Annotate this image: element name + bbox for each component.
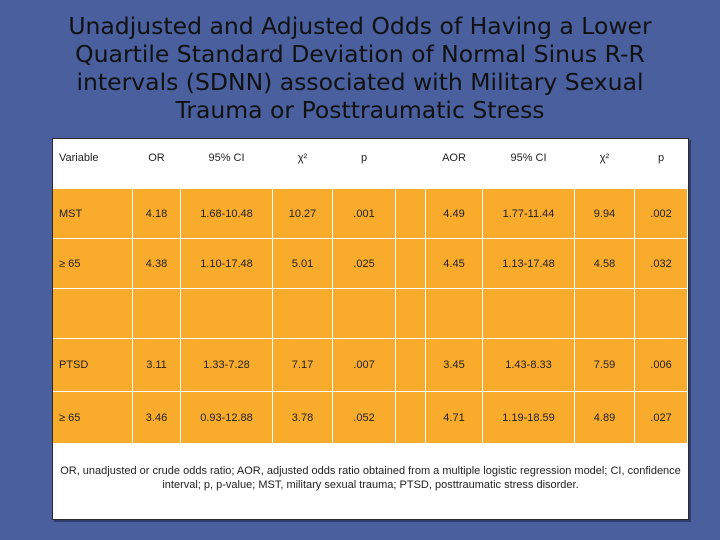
- cell-r1-gap: [396, 189, 426, 239]
- cell-r4-p: .007: [333, 339, 396, 392]
- cell-r2-gap: [396, 239, 426, 289]
- header-aci: 95% CI: [483, 139, 575, 189]
- header-chi: χ²: [273, 139, 333, 189]
- cell-r3-aci: [483, 289, 575, 339]
- cell-r5-variable: ≥ 65: [53, 392, 133, 444]
- cell-r3-ap: [635, 289, 688, 339]
- cell-r5-achi: 4.89: [575, 392, 635, 444]
- table-panel: Variable OR 95% CI χ² p AOR 95% CI χ² p MST 4.18 1.…: [52, 138, 689, 520]
- header-ap: p: [635, 139, 688, 189]
- cell-r2-aor: 4.45: [426, 239, 483, 289]
- header-variable: Variable: [53, 139, 133, 189]
- cell-r1-aor: 4.49: [426, 189, 483, 239]
- cell-r4-chi: 7.17: [273, 339, 333, 392]
- cell-r2-or: 4.38: [133, 239, 181, 289]
- cell-r3-gap: [396, 289, 426, 339]
- cell-r5-chi: 3.78: [273, 392, 333, 444]
- slide-title: Unadjusted and Adjusted Odds of Having a…: [68, 12, 652, 124]
- cell-r1-variable: MST: [53, 189, 133, 239]
- cell-r2-aci: 1.13-17.48: [483, 239, 575, 289]
- header-ci: 95% CI: [181, 139, 273, 189]
- cell-r3-p: [333, 289, 396, 339]
- header-p: p: [333, 139, 396, 189]
- cell-r4-achi: 7.59: [575, 339, 635, 392]
- cell-r1-or: 4.18: [133, 189, 181, 239]
- cell-r3-ci: [181, 289, 273, 339]
- cell-r5-p: .052: [333, 392, 396, 444]
- cell-r2-p: .025: [333, 239, 396, 289]
- cell-r3-or: [133, 289, 181, 339]
- cell-r3-achi: [575, 289, 635, 339]
- table-footnote: OR, unadjusted or crude odds ratio; AOR,…: [60, 465, 681, 491]
- cell-r1-chi: 10.27: [273, 189, 333, 239]
- cell-r5-gap: [396, 392, 426, 444]
- cell-r5-aci: 1.19-18.59: [483, 392, 575, 444]
- cell-r1-ap: .002: [635, 189, 688, 239]
- header-or: OR: [133, 139, 181, 189]
- cell-r1-aci: 1.77-11.44: [483, 189, 575, 239]
- header-aor: AOR: [426, 139, 483, 189]
- cell-r2-ci: 1.10-17.48: [181, 239, 273, 289]
- cell-r4-variable: PTSD: [53, 339, 133, 392]
- cell-r2-ap: .032: [635, 239, 688, 289]
- cell-r4-aor: 3.45: [426, 339, 483, 392]
- cell-r2-chi: 5.01: [273, 239, 333, 289]
- cell-r2-achi: 4.58: [575, 239, 635, 289]
- header-gap: [396, 139, 426, 189]
- header-achi: χ²: [575, 139, 635, 189]
- cell-r4-ap: .006: [635, 339, 688, 392]
- cell-r5-ap: .027: [635, 392, 688, 444]
- cell-r4-or: 3.11: [133, 339, 181, 392]
- cell-r4-aci: 1.43-8.33: [483, 339, 575, 392]
- cell-r3-variable: [53, 289, 133, 339]
- cell-r2-variable: ≥ 65: [53, 239, 133, 289]
- cell-r5-aor: 4.71: [426, 392, 483, 444]
- cell-r4-ci: 1.33-7.28: [181, 339, 273, 392]
- cell-r1-achi: 9.94: [575, 189, 635, 239]
- cell-r3-chi: [273, 289, 333, 339]
- cell-r4-gap: [396, 339, 426, 392]
- cell-r5-ci: 0.93-12.88: [181, 392, 273, 444]
- cell-r1-ci: 1.68-10.48: [181, 189, 273, 239]
- cell-r5-or: 3.46: [133, 392, 181, 444]
- cell-r3-aor: [426, 289, 483, 339]
- cell-r1-p: .001: [333, 189, 396, 239]
